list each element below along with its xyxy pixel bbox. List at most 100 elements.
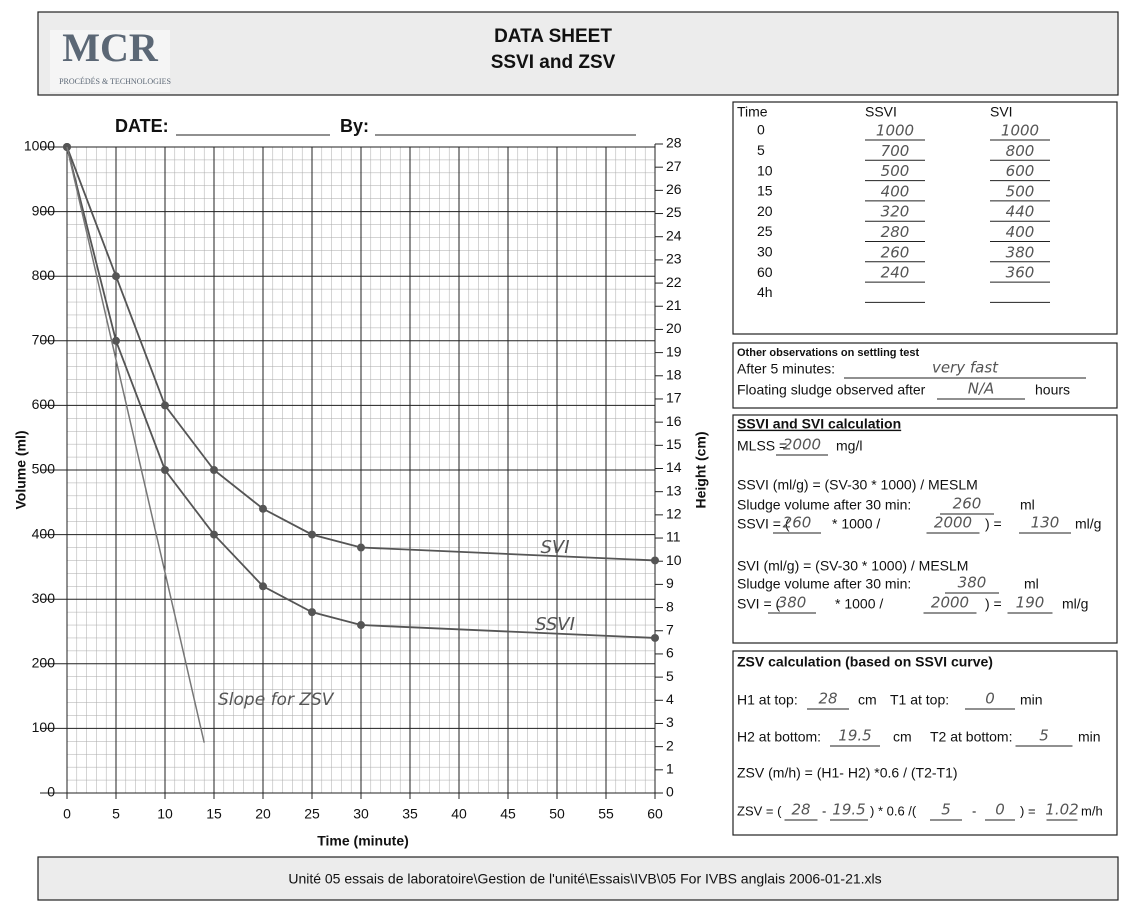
table-value: 380 — [1006, 243, 1035, 261]
point — [357, 621, 365, 630]
form-label: ml/g — [1075, 516, 1101, 532]
formula: ZSV (m/h) = (H1- H2) *0.6 / (T2-T1) — [737, 765, 958, 781]
series-label: SVI — [540, 537, 569, 558]
x-tick-label: 0 — [63, 806, 71, 822]
y2-tick-label: 19 — [666, 343, 682, 359]
form-label: ) = — [1020, 803, 1036, 818]
form-label: T2 at bottom: — [930, 729, 1012, 745]
form-label: ) = — [985, 516, 1002, 532]
y-tick-label: 1000 — [24, 138, 55, 154]
handwritten-value: 1.02 — [1045, 801, 1078, 819]
form-label: ZSV = ( — [737, 803, 782, 818]
time-cell: 15 — [757, 183, 773, 199]
handwritten-value: 19.5 — [838, 727, 871, 745]
time-cell: 5 — [757, 142, 765, 158]
x-axis-title: Time (minute) — [317, 833, 409, 849]
y-tick-label: 600 — [32, 396, 56, 412]
x-tick-label: 55 — [598, 806, 614, 822]
y2-tick-label: 20 — [666, 320, 682, 336]
form-label: ml — [1020, 497, 1035, 513]
handwritten-value: 2000 — [783, 436, 821, 454]
form-label: SSVI = ( — [737, 516, 790, 532]
formula: SVI (ml/g) = (SV-30 * 1000) / MESLM — [737, 558, 968, 574]
handwritten-value: 260 — [953, 495, 982, 513]
y-tick-label: 500 — [32, 461, 56, 477]
y2-tick-label: 28 — [666, 135, 682, 151]
table-value: 440 — [1006, 203, 1035, 221]
x-tick-label: 30 — [353, 806, 369, 822]
form-label: - — [822, 803, 826, 818]
subtitle: SSVI and ZSV — [491, 52, 616, 73]
point — [161, 466, 169, 474]
point — [112, 336, 120, 345]
handwritten-value: 190 — [1016, 594, 1045, 612]
point — [210, 466, 218, 474]
y2-tick-label: 27 — [666, 158, 682, 174]
table-header: SSVI — [865, 104, 897, 120]
y-tick-label: 800 — [32, 267, 56, 283]
point — [651, 556, 659, 565]
y-tick-label: 900 — [32, 202, 56, 218]
form-label: cm — [893, 729, 912, 745]
table-value: 320 — [881, 203, 910, 221]
y2-tick-label: 22 — [666, 274, 682, 290]
form-label: cm — [858, 692, 877, 708]
y2-tick-label: 3 — [666, 714, 674, 730]
y2-tick-label: 21 — [666, 297, 682, 313]
curve — [66, 146, 656, 562]
time-cell: 30 — [757, 244, 773, 260]
time-cell: 20 — [757, 203, 773, 219]
table-value: 1000 — [876, 122, 914, 140]
table-value: 400 — [881, 182, 910, 200]
point — [651, 633, 659, 642]
form-label: min — [1020, 692, 1043, 708]
handwritten-value: 130 — [1031, 514, 1060, 532]
handwritten-value: 5 — [1039, 727, 1049, 745]
handwritten-value: 0 — [995, 801, 1005, 819]
by-label: By: — [340, 116, 369, 136]
y-tick-label: 0 — [47, 784, 55, 800]
section-title: ZSV calculation (based on SSVI curve) — [737, 654, 993, 670]
form-label: * 1000 / — [832, 516, 880, 532]
y2-tick-label: 14 — [666, 459, 682, 475]
form-label: m/h — [1081, 803, 1103, 818]
point — [112, 272, 120, 281]
handwritten-value: 380 — [958, 574, 987, 592]
y2-tick-label: 15 — [666, 436, 682, 452]
time-cell: 4h — [757, 284, 773, 300]
curve — [66, 146, 656, 639]
logo-box — [50, 30, 170, 92]
y2-tick-label: 6 — [666, 645, 674, 661]
logo-subtitle: PROCÉDÉS & TECHNOLOGIES — [59, 76, 171, 86]
section-title: Other observations on settling test — [737, 347, 919, 359]
y2-tick-label: 26 — [666, 181, 682, 197]
handwritten-value: 5 — [941, 801, 951, 819]
slope-line — [66, 146, 205, 743]
observations-box — [732, 342, 1118, 409]
y2-tick-label: 18 — [666, 366, 682, 382]
x-tick-label: 50 — [549, 806, 565, 822]
y2-tick-label: 0 — [666, 784, 674, 800]
table-header: SVI — [990, 104, 1013, 120]
y2-tick-label: 16 — [666, 413, 682, 429]
handwritten-value: N/A — [968, 380, 995, 398]
table-value: 800 — [1006, 142, 1035, 160]
handwritten-value: 0 — [985, 690, 995, 708]
handwritten-value: 260 — [783, 514, 812, 532]
handwritten-value: 2000 — [934, 514, 972, 532]
form-label: min — [1078, 729, 1101, 745]
table-value: 600 — [1006, 162, 1035, 180]
x-tick-label: 10 — [157, 806, 173, 822]
section-title: SSVI and SVI calculation — [737, 416, 901, 432]
footer-box — [37, 856, 1119, 901]
handwritten-value: 19.5 — [832, 801, 865, 819]
form-label: - — [972, 803, 976, 818]
title: DATA SHEET — [494, 26, 612, 47]
table-value: 500 — [1006, 182, 1035, 200]
form-label: ) * 0.6 /( — [870, 803, 917, 818]
table-header: Time — [737, 104, 768, 120]
form-label: SVI = ( — [737, 596, 781, 612]
y2-tick-label: 7 — [666, 621, 674, 637]
y-tick-label: 200 — [32, 655, 56, 671]
form-label: mg/l — [836, 438, 862, 454]
